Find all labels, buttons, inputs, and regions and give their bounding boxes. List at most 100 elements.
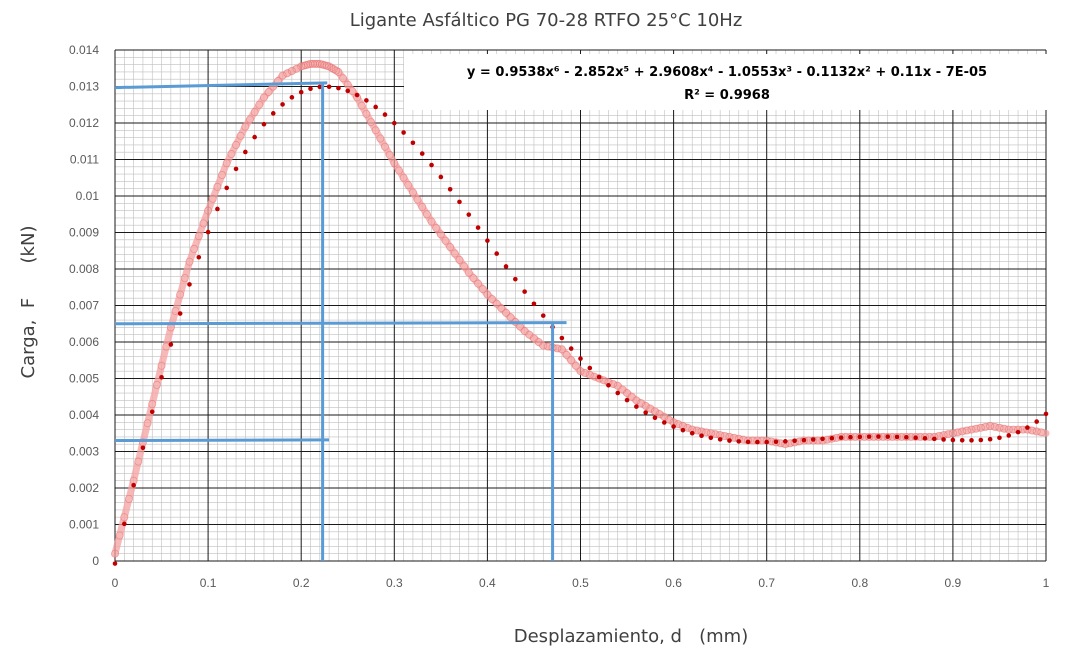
trendline-dot [941, 437, 946, 442]
chart-title: Ligante Asfáltico PG 70-28 RTFO 25°C 10H… [350, 10, 743, 31]
trendline-dot [643, 410, 648, 415]
trendline-dot [606, 383, 611, 388]
trendline-dot [457, 200, 462, 205]
trendline-dot [578, 356, 583, 361]
trendline-dot [560, 336, 565, 341]
trendline-dot [159, 375, 164, 380]
trendline-r2: R² = 0.9968 [684, 88, 770, 103]
trendline-dot [597, 375, 602, 380]
trendline-dot [196, 255, 201, 260]
trendline-dot [904, 435, 909, 440]
trendline-dot [364, 98, 369, 103]
trendline-dot [671, 424, 676, 429]
trendline-dot [234, 167, 239, 172]
trendline-dot [969, 438, 974, 443]
trendline-dot [513, 277, 518, 282]
trendline-dot [839, 435, 844, 440]
trendline-dot [1016, 430, 1021, 435]
x-tick-label: 0.6 [665, 576, 682, 590]
trendline-dot [988, 437, 993, 442]
trendline-dot [653, 415, 658, 420]
trendline-dot [792, 438, 797, 443]
trendline-dot [169, 342, 174, 347]
y-tick-label: 0.007 [69, 299, 99, 313]
trendline-dot [494, 251, 499, 256]
trendline-dot [867, 434, 872, 439]
x-tick-label: 0.4 [479, 576, 496, 590]
trendline-dot [522, 289, 527, 294]
horizontal-reference-line [115, 440, 329, 441]
x-tick-label: 0.9 [945, 576, 962, 590]
trendline-dot [206, 230, 211, 235]
trendline-dot [448, 187, 453, 192]
y-tick-label: 0.014 [69, 43, 99, 57]
trendline-dot [187, 282, 192, 287]
trendline-dot [1025, 425, 1030, 430]
trendline-dot [141, 445, 146, 450]
trendline-dot [252, 135, 257, 140]
trendline-dot [811, 437, 816, 442]
trendline-dot [662, 420, 667, 425]
trendline-dot [299, 90, 304, 95]
trendline-dot [131, 483, 136, 488]
trendline-dot [150, 409, 155, 414]
x-tick-label: 0.7 [758, 576, 775, 590]
trendline-dot [178, 311, 183, 316]
trendline-dot [820, 437, 825, 442]
trendline-dot [476, 225, 481, 230]
y-tick-label: 0.011 [70, 153, 99, 167]
trendline-dot [327, 84, 332, 89]
x-tick-label: 0.5 [572, 576, 589, 590]
trendline-dot [355, 93, 360, 98]
trendline-dot [122, 522, 127, 527]
trendline-dot [755, 440, 760, 445]
trendline-dot [345, 89, 350, 94]
trendline-dot [858, 435, 863, 440]
trendline-dot [727, 438, 732, 443]
x-tick-labels: 0 0.1 0.2 0.3 0.4 0.5 0.6 0.7 0.8 0.9 1 [112, 576, 1050, 590]
x-tick-label: 0.8 [851, 576, 868, 590]
trendline-dot [690, 431, 695, 436]
trendline-dot [979, 438, 984, 443]
horizontal-reference-line [115, 323, 567, 324]
y-tick-label: 0.004 [69, 408, 99, 422]
trendline-dot [625, 398, 630, 403]
trendline-dot [243, 150, 248, 155]
x-tick-label: 0.3 [386, 576, 403, 590]
trendline-dot [615, 391, 620, 396]
y-tick-label: 0.003 [69, 445, 99, 459]
y-tick-label: 0.012 [69, 116, 99, 130]
trendline-dot [709, 435, 714, 440]
trendline-dot [429, 163, 434, 168]
trendline-dot [541, 313, 546, 318]
trendline-equation: y = 0.9538x⁶ - 2.852x⁵ + 2.9608x⁴ - 1.05… [467, 65, 987, 80]
trendline-dot [923, 436, 928, 441]
trendline-dot [718, 437, 723, 442]
trendline-dot [681, 428, 686, 433]
trendline-dot [1044, 412, 1049, 417]
trendline-dot [420, 151, 425, 156]
trendline-dot [783, 439, 788, 444]
trendline-dot [1006, 433, 1011, 438]
y-tick-label: 0.006 [69, 335, 99, 349]
trendline-dot [466, 212, 471, 217]
trendline-dot [876, 434, 881, 439]
trendline-dot [960, 438, 965, 443]
trendline-dot [895, 435, 900, 440]
trendline-dot [504, 264, 509, 269]
measured-series [111, 60, 1046, 557]
y-tick-label: 0 [92, 554, 99, 568]
trendline-dot [532, 301, 537, 306]
x-tick-label: 0 [112, 576, 119, 590]
trendline-dot [764, 440, 769, 445]
trendline-dot [588, 366, 593, 371]
trendline-dot [1034, 419, 1039, 424]
reference-lines [115, 83, 567, 561]
y-tick-label: 0.008 [69, 262, 99, 276]
trendline-dot [997, 435, 1002, 440]
x-tick-label: 0.1 [200, 576, 217, 590]
trendline-dot [392, 121, 397, 126]
trendline-dot [290, 95, 295, 100]
trendline-dot [280, 102, 285, 107]
